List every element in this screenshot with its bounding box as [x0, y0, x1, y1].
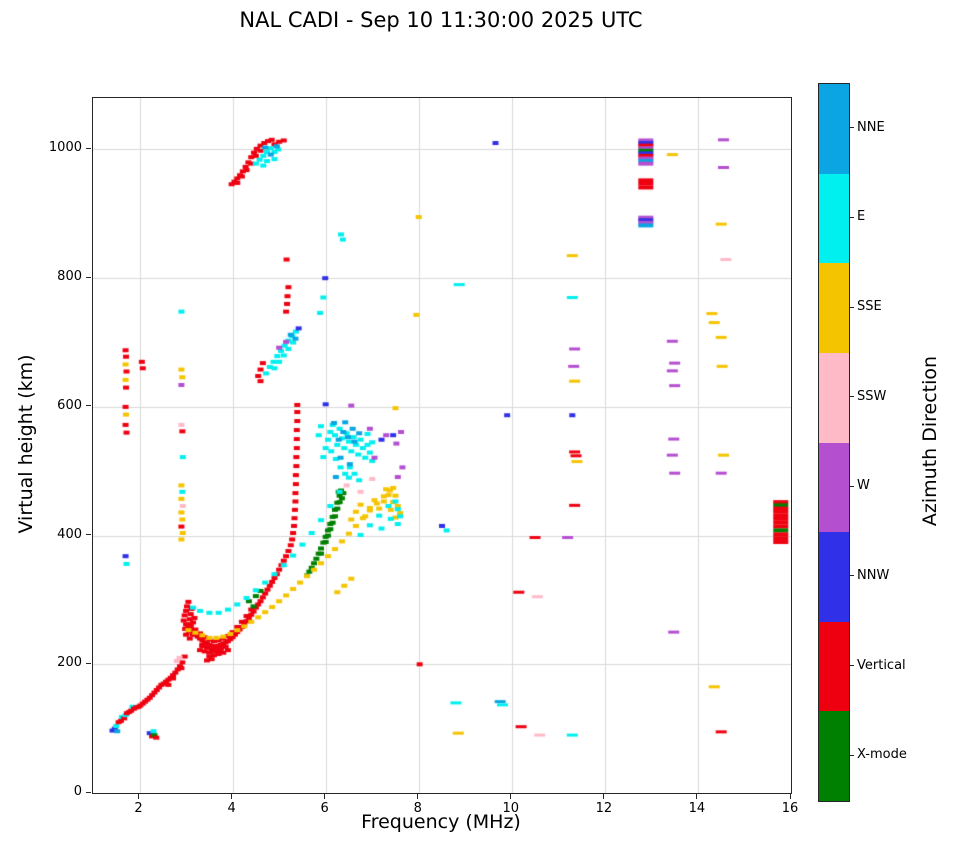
- y-tick-label: 800: [57, 269, 82, 285]
- colorbar-tick-mark: [850, 306, 854, 308]
- azimuth-colorbar: [818, 83, 850, 802]
- y-tick-mark: [86, 405, 91, 407]
- x-tick-label: 8: [413, 801, 422, 816]
- y-tick-label: 600: [57, 397, 82, 413]
- y-tick-mark: [86, 147, 91, 149]
- y-tick-label: 0: [73, 784, 82, 799]
- y-tick-mark: [86, 662, 91, 664]
- x-tick-label: 2: [134, 801, 143, 816]
- y-axis-label: Virtual height (km): [15, 354, 37, 534]
- colorbar-band-w: [819, 442, 849, 533]
- colorbar-band-sse: [819, 263, 849, 353]
- x-tick-label: 4: [227, 801, 236, 816]
- colorbar-label: Azimuth Direction: [919, 355, 941, 527]
- x-tick-mark: [138, 794, 140, 799]
- colorbar-band-nnw: [819, 532, 849, 622]
- x-tick-mark: [231, 794, 233, 799]
- colorbar-tick-label: NNE: [857, 119, 885, 135]
- colorbar-tick-mark: [850, 665, 854, 667]
- colorbar-tick-mark: [850, 216, 854, 218]
- x-tick-mark: [417, 794, 419, 799]
- y-tick-label: 400: [57, 526, 82, 542]
- colorbar-band-vertical: [819, 621, 849, 712]
- x-tick-mark: [510, 794, 512, 799]
- colorbar-tick-mark: [850, 754, 854, 756]
- x-axis-label: Frequency (MHz): [361, 811, 521, 833]
- colorbar-band-nne: [819, 84, 849, 174]
- colorbar-tick-label: SSW: [857, 388, 887, 404]
- chart-title: NAL CADI - Sep 10 11:30:00 2025 UTC: [239, 8, 643, 32]
- x-tick-label: 6: [320, 801, 329, 816]
- colorbar-band-x-mode: [819, 711, 849, 801]
- colorbar-tick-label: E: [857, 209, 866, 225]
- ionogram-plot-canvas: [93, 98, 791, 793]
- y-tick-label: 1000: [48, 140, 82, 156]
- colorbar-tick-mark: [850, 127, 854, 129]
- colorbar-tick-label: X-mode: [857, 747, 907, 763]
- x-tick-label: 12: [595, 801, 613, 816]
- x-tick-label: 16: [781, 801, 799, 816]
- x-tick-mark: [324, 794, 326, 799]
- y-tick-mark: [86, 276, 91, 278]
- colorbar-band-e: [819, 173, 849, 264]
- colorbar-tick-label: SSE: [857, 299, 882, 315]
- colorbar-band-ssw: [819, 352, 849, 443]
- colorbar-tick-mark: [850, 485, 854, 487]
- colorbar-tick-mark: [850, 396, 854, 398]
- x-tick-mark: [603, 794, 605, 799]
- y-tick-mark: [86, 791, 91, 793]
- x-tick-label: 10: [502, 801, 520, 816]
- y-tick-label: 200: [57, 655, 82, 671]
- y-tick-mark: [86, 534, 91, 536]
- colorbar-tick-mark: [850, 575, 854, 577]
- x-tick-mark: [696, 794, 698, 799]
- x-tick-label: 14: [688, 801, 706, 816]
- x-tick-mark: [789, 794, 791, 799]
- plot-area: [92, 97, 792, 794]
- colorbar-tick-label: W: [857, 478, 870, 494]
- colorbar-tick-label: Vertical: [857, 657, 906, 673]
- colorbar-tick-label: NNW: [857, 567, 890, 583]
